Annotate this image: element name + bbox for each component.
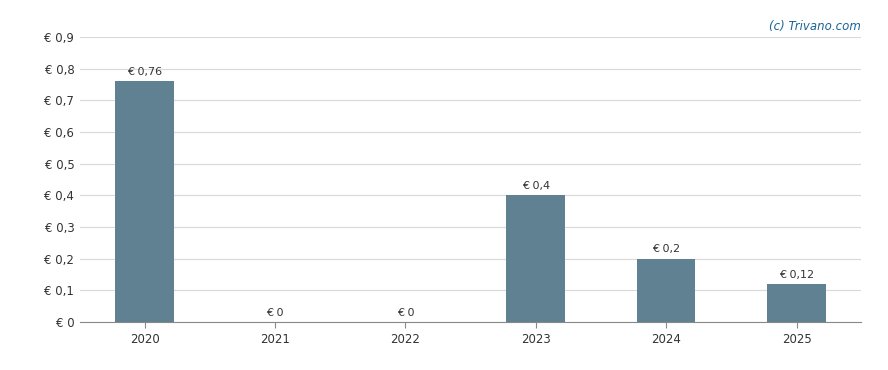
Text: € 0,12: € 0,12 bbox=[779, 270, 814, 280]
Text: € 0: € 0 bbox=[397, 308, 414, 318]
Text: € 0,4: € 0,4 bbox=[522, 181, 550, 191]
Text: € 0,76: € 0,76 bbox=[127, 67, 163, 77]
Bar bbox=[767, 284, 826, 322]
Text: € 0,2: € 0,2 bbox=[652, 245, 680, 255]
Text: € 0: € 0 bbox=[266, 308, 284, 318]
Bar bbox=[637, 259, 695, 322]
Bar bbox=[506, 195, 565, 322]
Bar bbox=[115, 81, 174, 322]
Text: (c) Trivano.com: (c) Trivano.com bbox=[770, 20, 861, 33]
